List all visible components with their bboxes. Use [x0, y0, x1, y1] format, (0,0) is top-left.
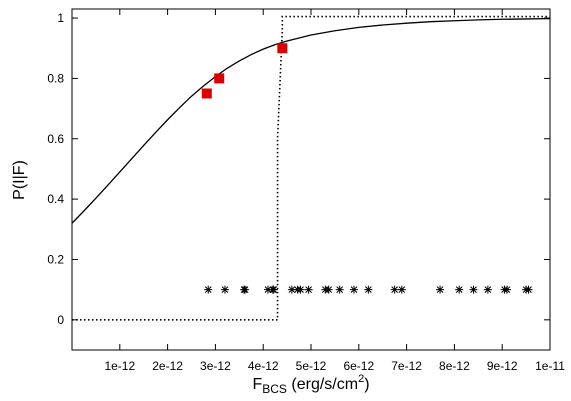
x-tick-label: 7e-12 — [391, 359, 422, 373]
y-tick-label: 0.2 — [47, 252, 64, 266]
star-marker — [364, 285, 373, 294]
star-marker — [524, 285, 533, 294]
y-tick-label: 0.6 — [47, 132, 64, 146]
x-axis-title: FBCS (erg/s/cm2) — [252, 373, 369, 396]
star-marker — [204, 285, 213, 294]
plot-area — [71, 15, 551, 321]
star-marker — [397, 285, 406, 294]
star-marker — [469, 285, 478, 294]
star-marker — [241, 285, 250, 294]
star-marker — [483, 285, 492, 294]
x-tick-label: 6e-12 — [343, 359, 374, 373]
star-marker — [502, 285, 511, 294]
star-marker — [220, 285, 229, 294]
x-tick-label: 1e-12 — [104, 359, 135, 373]
highlight-point — [214, 73, 225, 84]
x-axis-title-unit: (erg/s/cm — [287, 376, 358, 393]
y-axis-title: P(I|F) — [11, 160, 28, 200]
star-marker — [436, 285, 445, 294]
x-tick-label: 1e-11 — [535, 359, 565, 373]
tick-marks — [72, 9, 551, 350]
star-marker — [296, 285, 305, 294]
tick-labels: 1e-12 2e-12 3e-12 4e-12 5e-12 6e-12 7e-12 8e-12… — [47, 11, 565, 373]
highlight-point — [277, 43, 288, 54]
star-marker — [269, 285, 278, 294]
y-tick-label: 0.8 — [47, 71, 64, 85]
x-tick-label: 4e-12 — [248, 359, 279, 373]
x-axis-title-subscript: BCS — [262, 382, 287, 396]
star-marker — [350, 285, 359, 294]
x-tick-label: 9e-12 — [487, 359, 518, 373]
y-tick-label: 1 — [57, 11, 64, 25]
x-tick-label: 8e-12 — [439, 359, 470, 373]
star-marker — [455, 285, 464, 294]
series-line-dotted — [72, 15, 550, 321]
x-tick-label: 3e-12 — [200, 359, 231, 373]
star-marker — [390, 285, 399, 294]
x-axis-title-unit-end: ) — [364, 376, 369, 393]
y-tick-label: 0.4 — [47, 192, 64, 206]
star-marker — [304, 285, 313, 294]
highlight-point — [201, 88, 212, 99]
plot-frame — [71, 8, 551, 351]
y-tick-label: 0 — [57, 313, 64, 327]
star-marker — [335, 285, 344, 294]
series-line-solid — [71, 18, 551, 224]
x-axis-title-main: F — [252, 376, 262, 393]
x-tick-label: 5e-12 — [296, 359, 327, 373]
x-axis-title-superscript: 2 — [358, 373, 364, 385]
x-tick-label: 2e-12 — [152, 359, 183, 373]
star-marker — [324, 285, 333, 294]
